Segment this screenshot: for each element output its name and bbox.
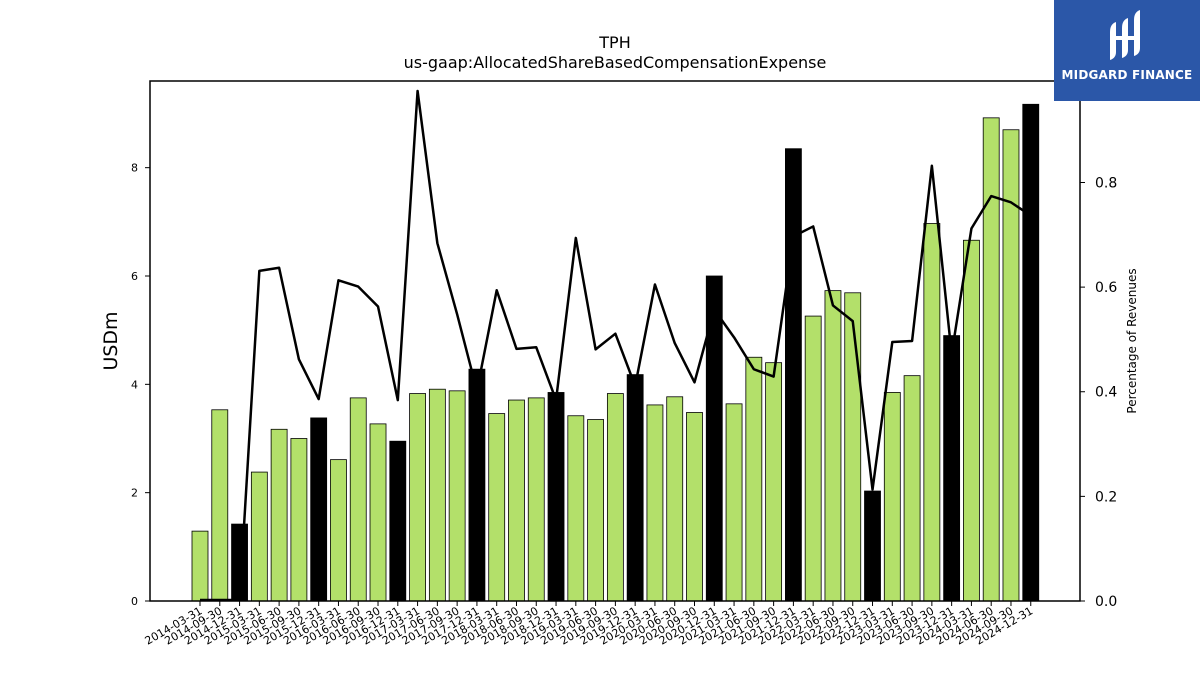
bar	[705, 275, 723, 602]
y-tick-label: 2	[131, 487, 138, 500]
bar	[211, 409, 229, 602]
bar	[310, 417, 328, 602]
bar	[191, 530, 209, 602]
bar	[626, 374, 644, 602]
y2-tick-label: 0.8	[1095, 175, 1117, 191]
bar	[587, 419, 604, 602]
y2-tick-label: 0.4	[1095, 385, 1117, 401]
y-tick-label: 0	[131, 595, 138, 608]
bar	[389, 440, 407, 602]
y-tick-label: 6	[131, 270, 138, 283]
y2-tick-label: 0.0	[1095, 594, 1117, 610]
bar	[646, 404, 664, 602]
logo: MIDGARD FINANCE	[1054, 0, 1200, 101]
y2-tick-label: 0.2	[1095, 489, 1117, 505]
y-axis-label: USDm	[100, 311, 122, 370]
y-axis-left: 0 2 4 6 8	[131, 162, 150, 608]
bar	[804, 315, 822, 602]
bar	[844, 292, 862, 602]
bar	[448, 390, 466, 602]
bar	[349, 397, 367, 602]
y-tick-label: 8	[131, 162, 138, 175]
y2-tick-label: 0.6	[1095, 280, 1117, 296]
line-series	[200, 89, 1032, 602]
y-axis-right: 0.0 0.2 0.4 0.6 0.8	[1080, 175, 1117, 610]
bar	[864, 490, 881, 602]
bar	[745, 356, 763, 602]
revenue-pct-line	[200, 89, 1032, 602]
logo-text: MIDGARD FINANCE	[1061, 68, 1193, 82]
bar	[1022, 103, 1040, 602]
bar	[270, 428, 288, 602]
bar	[409, 393, 426, 602]
midgard-logo-icon	[1110, 10, 1140, 60]
bar	[468, 368, 486, 602]
bar	[547, 392, 565, 602]
bar	[508, 399, 525, 602]
bar	[686, 412, 703, 602]
bar	[883, 392, 901, 602]
bar	[903, 375, 921, 602]
bar	[369, 423, 387, 602]
bar	[488, 413, 506, 602]
bar	[963, 239, 980, 602]
y2-axis-label: Percentage of Revenues	[1125, 268, 1139, 413]
bar	[765, 362, 783, 602]
bar	[725, 403, 743, 602]
y-tick-label: 4	[131, 378, 138, 391]
bar	[785, 148, 802, 602]
bar	[606, 393, 624, 602]
bar	[330, 459, 347, 602]
bar	[824, 290, 842, 602]
bar	[290, 438, 308, 602]
bar	[923, 223, 941, 602]
bar-series	[191, 103, 1040, 602]
chart-title: TPH	[598, 33, 630, 52]
chart-subtitle: us-gaap:AllocatedShareBasedCompensationE…	[404, 53, 827, 72]
x-axis: 2014-03-312014-09-302014-12-312015-03-31…	[143, 601, 1035, 648]
bar	[250, 471, 268, 602]
bar	[567, 415, 585, 602]
bar	[943, 335, 961, 602]
bar	[428, 388, 446, 602]
bar	[982, 117, 1000, 602]
bar	[666, 396, 684, 602]
bar	[527, 397, 545, 602]
